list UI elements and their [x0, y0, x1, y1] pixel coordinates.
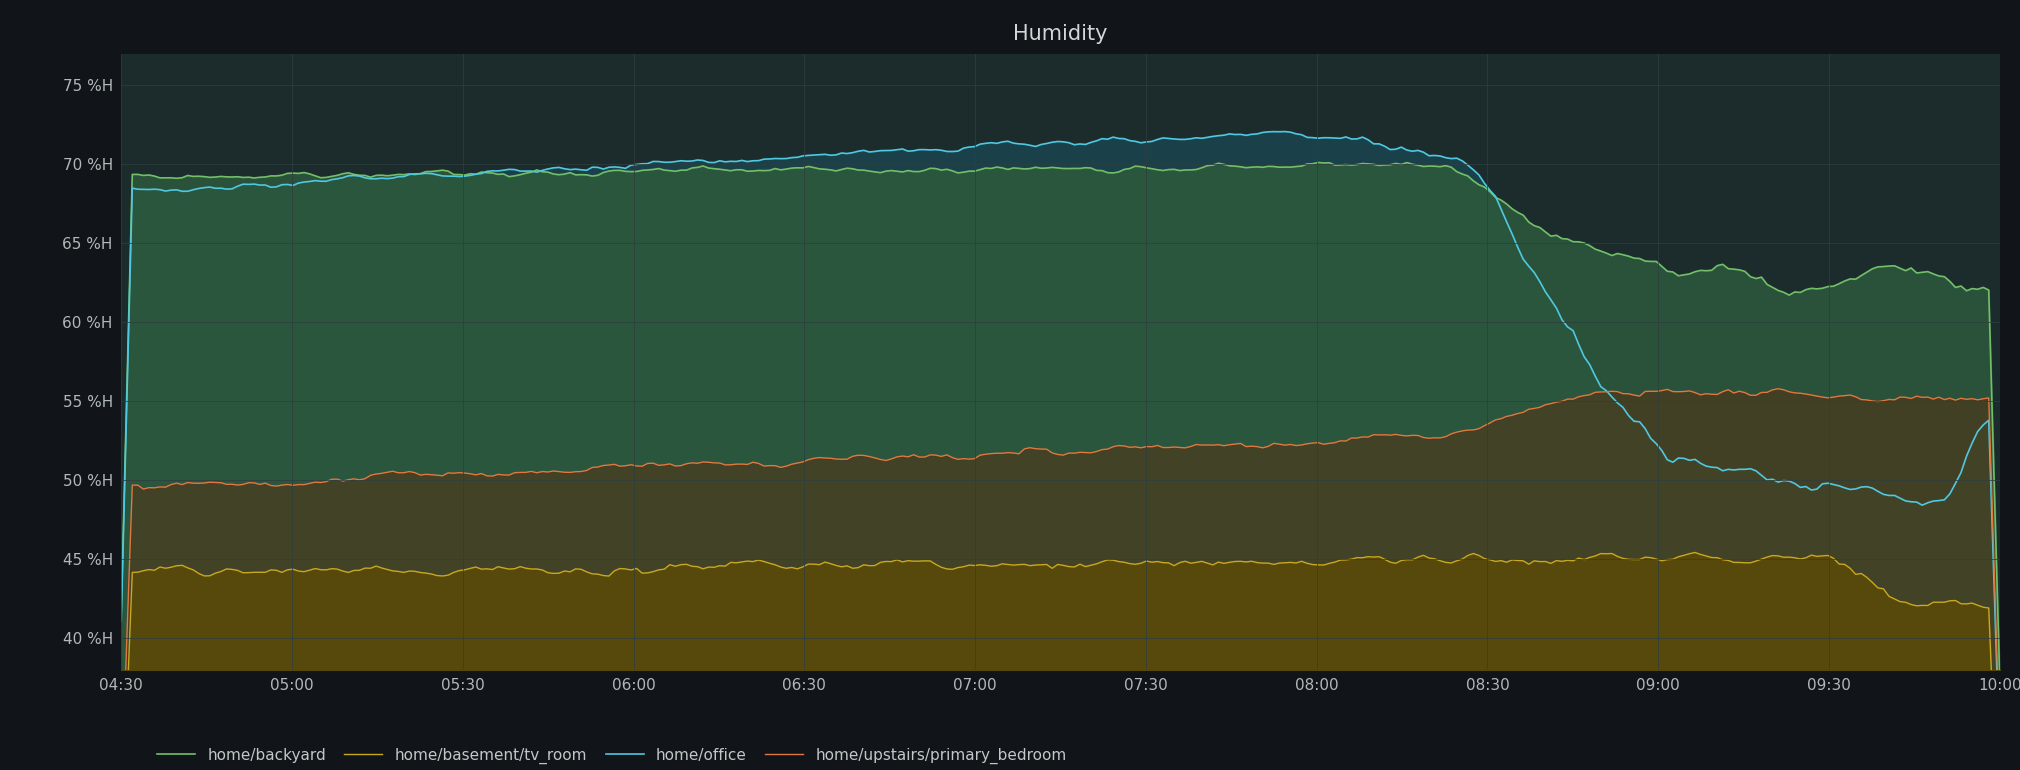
Line: home/office: home/office	[121, 132, 2000, 761]
home/upstairs/primary_bedroom	[446, 468, 471, 477]
home/basement/tv_room	[446, 566, 471, 575]
Line: home/backyard: home/backyard	[121, 162, 2000, 682]
home/office	[1273, 127, 1297, 136]
home/backyard	[1749, 273, 1774, 282]
home/office	[446, 172, 471, 181]
home/backyard	[1654, 266, 1679, 276]
Line: home/upstairs/primary_bedroom: home/upstairs/primary_bedroom	[121, 389, 2000, 770]
home/upstairs/primary_bedroom	[1765, 384, 1790, 393]
Title: Humidity: Humidity	[1014, 24, 1107, 44]
home/upstairs/primary_bedroom	[1610, 389, 1634, 398]
home/office	[380, 173, 404, 182]
home/backyard	[1244, 162, 1269, 172]
home/upstairs/primary_bedroom	[1743, 390, 1768, 400]
home/basement/tv_room	[1650, 556, 1675, 565]
home/office	[1749, 470, 1774, 480]
Line: home/basement/tv_room: home/basement/tv_room	[121, 553, 2000, 770]
home/office	[109, 617, 133, 626]
home/backyard	[380, 170, 404, 179]
home/office	[1616, 411, 1640, 420]
home/upstairs/primary_bedroom	[380, 467, 404, 476]
home/office	[1988, 756, 2012, 765]
home/upstairs/primary_bedroom	[1650, 386, 1675, 395]
home/basement/tv_room	[1610, 554, 1634, 563]
home/basement/tv_room	[1683, 548, 1707, 557]
Legend: home/backyard, home/basement/tv_room, home/office, home/upstairs/primary_bedroom: home/backyard, home/basement/tv_room, ho…	[147, 738, 1077, 770]
home/backyard	[1988, 678, 2012, 687]
home/backyard	[1307, 158, 1331, 167]
home/upstairs/primary_bedroom	[1244, 442, 1269, 451]
home/backyard	[109, 608, 133, 618]
home/office	[1244, 129, 1269, 139]
home/upstairs/primary_bedroom	[1988, 742, 2012, 752]
home/backyard	[446, 170, 471, 179]
home/basement/tv_room	[1244, 558, 1269, 567]
home/backyard	[1616, 252, 1640, 261]
home/basement/tv_room	[1749, 554, 1774, 564]
home/office	[1654, 455, 1679, 464]
home/basement/tv_room	[380, 566, 404, 575]
